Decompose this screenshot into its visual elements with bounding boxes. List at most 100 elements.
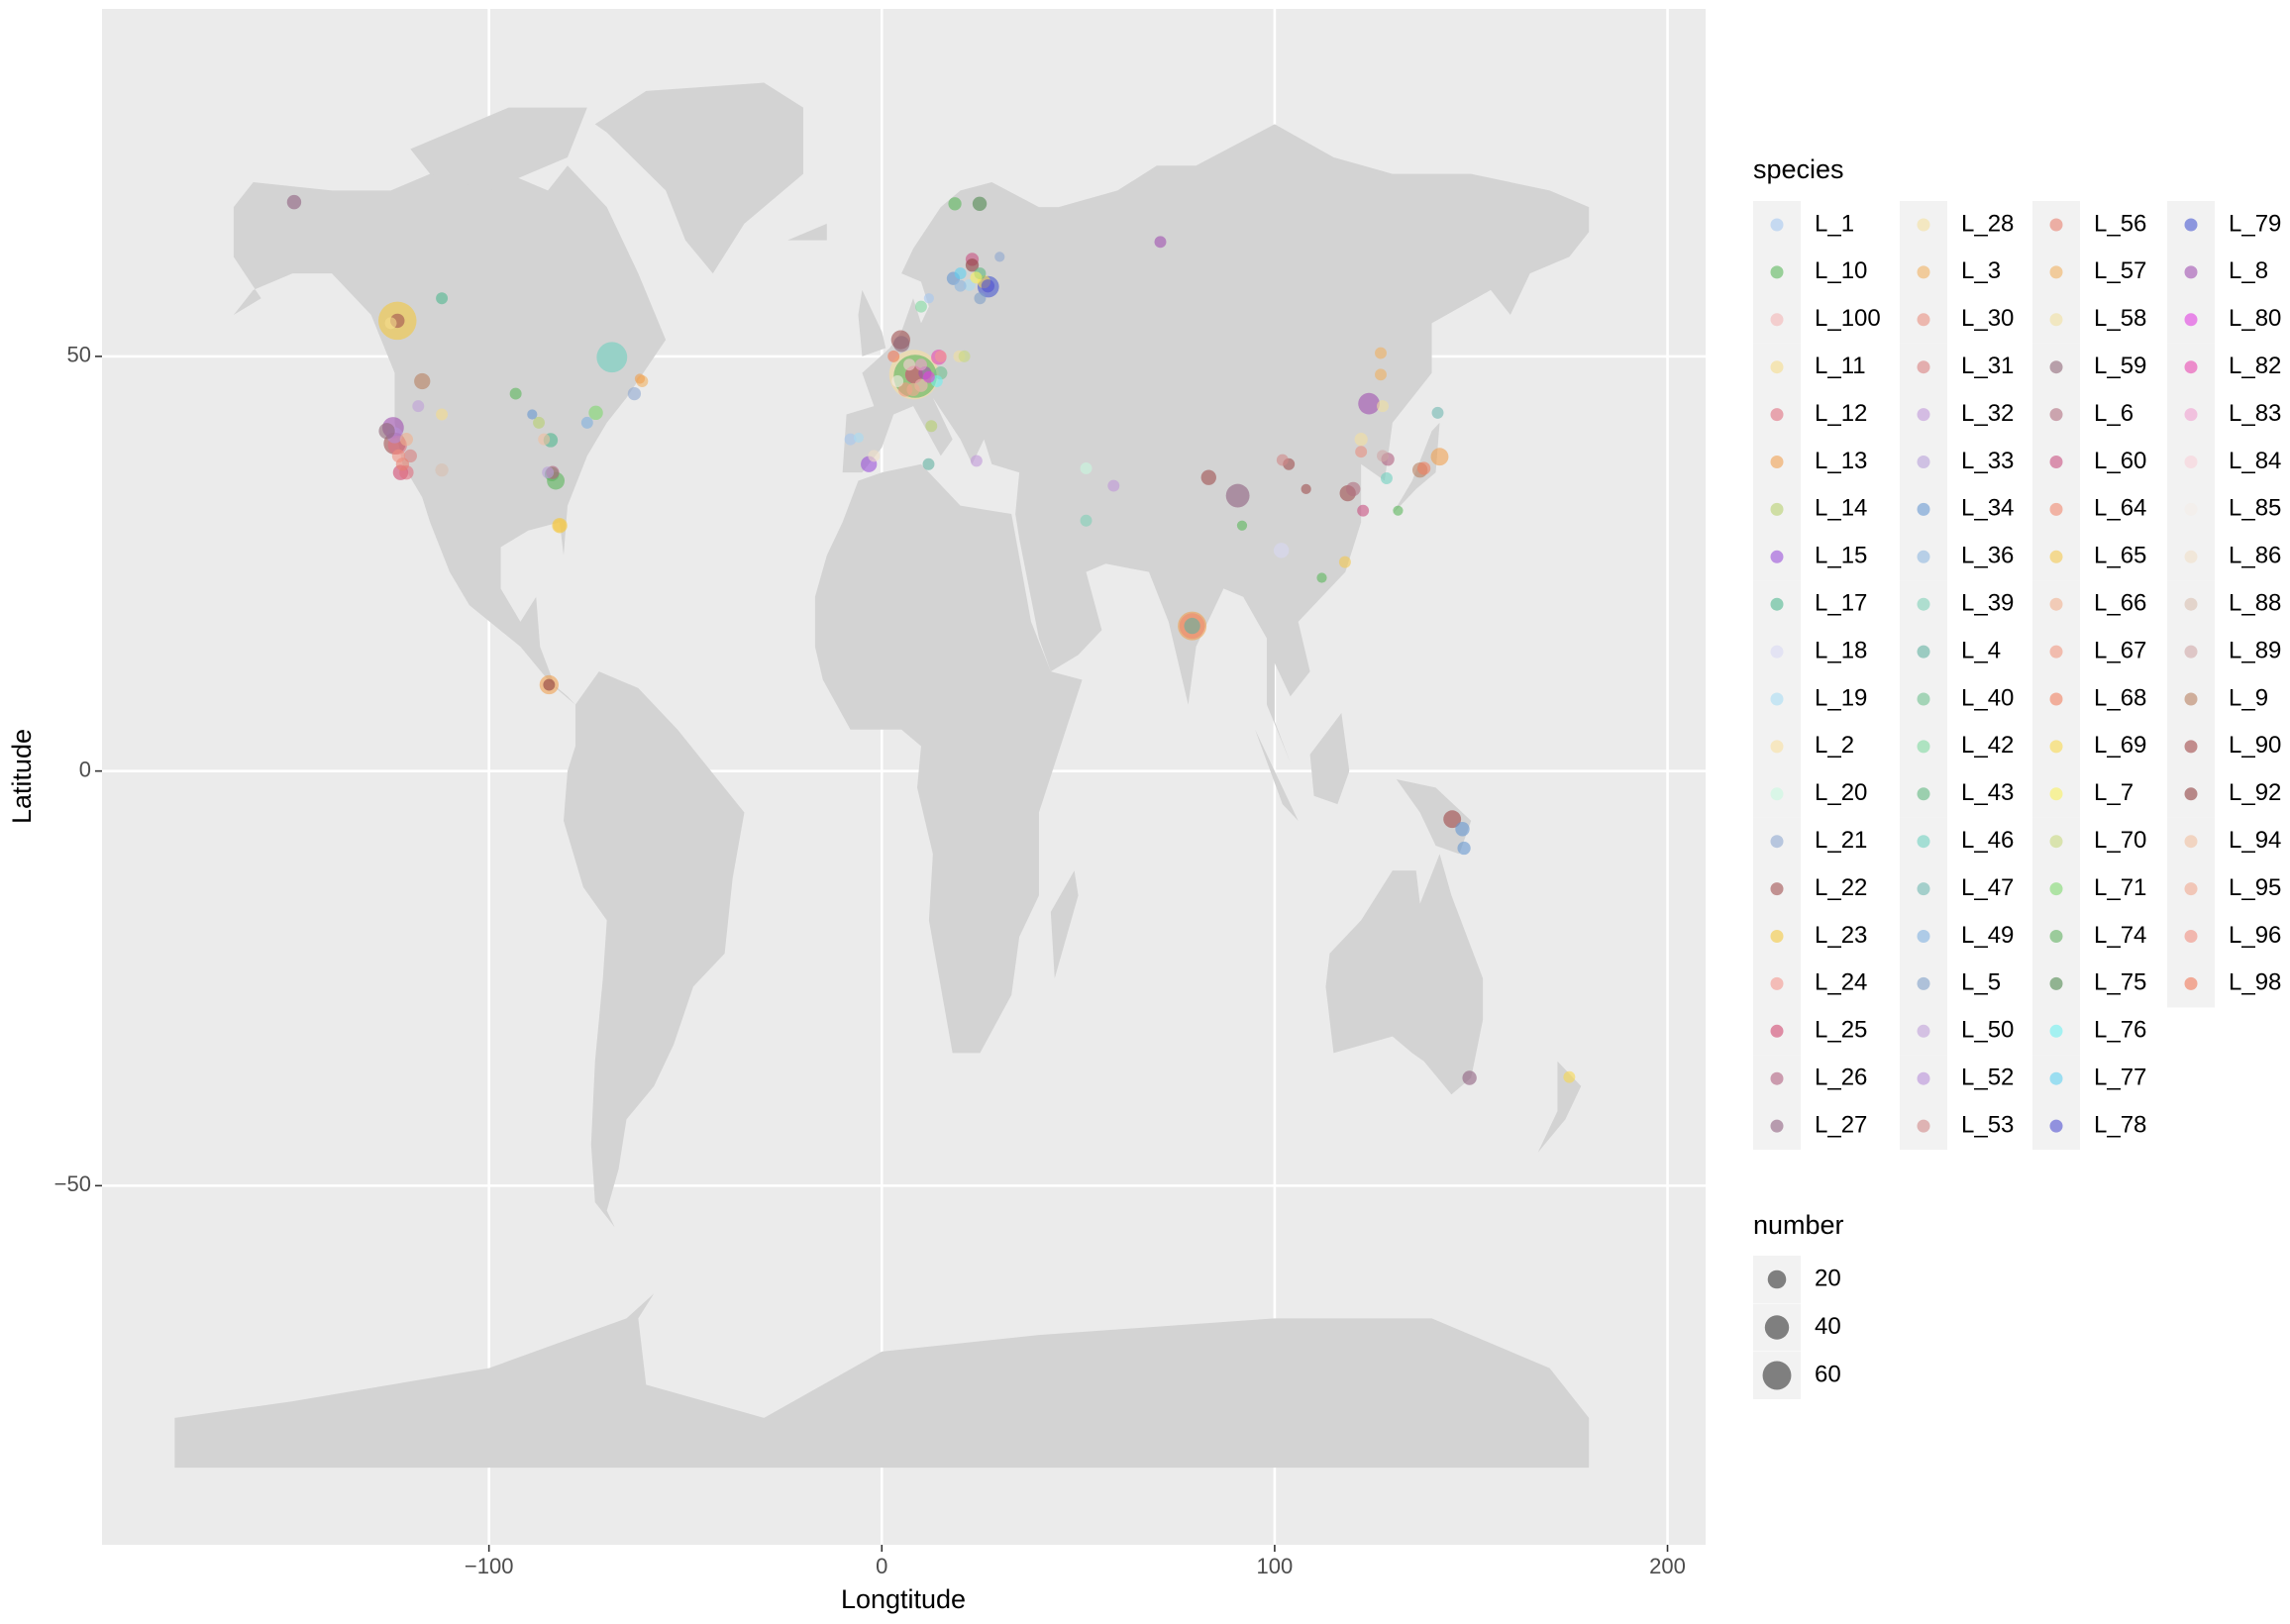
- legend-label: L_67: [2094, 637, 2146, 663]
- point: [1080, 461, 1093, 474]
- legend-key: [2184, 692, 2198, 706]
- legend-label: L_13: [1815, 448, 1867, 474]
- legend-label: L_18: [1815, 637, 1867, 663]
- point: [922, 370, 935, 383]
- legend-label: L_24: [1815, 969, 1867, 996]
- point: [1107, 479, 1120, 492]
- legend-key: [2049, 550, 2063, 563]
- point: [412, 400, 425, 413]
- axes: Longtitude Latitude −100 0 100 200 −50 0 50: [7, 343, 1686, 1614]
- point: [527, 409, 538, 420]
- legend-label: L_52: [1961, 1065, 2014, 1091]
- point: [923, 293, 934, 304]
- legend-label: L_17: [1815, 590, 1867, 617]
- legend-label: L_19: [1815, 684, 1867, 711]
- legend-key: [1917, 1071, 1930, 1085]
- point: [538, 433, 551, 446]
- legend-label: L_8: [2229, 257, 2268, 284]
- legend-key: [1917, 265, 1930, 279]
- land: [814, 463, 1083, 1054]
- legend-label: L_46: [1961, 827, 2014, 854]
- point: [1380, 472, 1393, 484]
- legend-key: [2049, 645, 2063, 659]
- legend-label: L_10: [1815, 257, 1867, 284]
- legend-key: [1917, 1119, 1930, 1133]
- legend-label: L_53: [1961, 1111, 2014, 1138]
- legend-key: [2049, 360, 2063, 374]
- legend-label: L_76: [2094, 1017, 2146, 1044]
- size-legend-label: 20: [1815, 1265, 1841, 1291]
- point: [1457, 841, 1471, 856]
- legend-key: [1770, 360, 1784, 374]
- legend-key: [1770, 1024, 1784, 1038]
- legend-label: L_12: [1815, 400, 1867, 427]
- point: [981, 279, 995, 293]
- legend-label: L_32: [1961, 400, 2014, 427]
- legend-key: [2049, 313, 2063, 327]
- legend-label: L_22: [1815, 874, 1867, 901]
- legend-label: L_85: [2229, 495, 2281, 522]
- land: [842, 124, 1590, 763]
- legend-label: L_66: [2094, 590, 2146, 617]
- legend-key: [2184, 740, 2198, 754]
- legend-label: L_75: [2094, 969, 2146, 996]
- legend-key: [1917, 550, 1930, 563]
- legend-label: L_49: [1961, 922, 2014, 949]
- legend-label: L_78: [2094, 1111, 2146, 1138]
- point: [925, 420, 938, 433]
- y-tick-label: −50: [54, 1171, 91, 1196]
- point: [1080, 514, 1093, 527]
- legend-label: L_40: [1961, 684, 2014, 711]
- x-tick-label: 200: [1649, 1554, 1686, 1578]
- point: [1431, 406, 1444, 419]
- legend-key: [1770, 597, 1784, 611]
- point: [1225, 483, 1250, 508]
- legend-key: [1917, 882, 1930, 896]
- legend-label: L_14: [1815, 495, 1867, 522]
- point: [965, 258, 980, 272]
- point: [1443, 810, 1462, 829]
- point: [286, 194, 302, 210]
- legend-key: [1770, 1071, 1784, 1085]
- legend-key: [2184, 835, 2198, 849]
- legend-key: [1770, 218, 1784, 232]
- legend-key: [2184, 265, 2198, 279]
- legend-label: L_69: [2094, 732, 2146, 759]
- point: [994, 252, 1005, 262]
- legend-key: [2184, 787, 2198, 801]
- legend-label: L_39: [1961, 590, 2014, 617]
- legend-key: [1917, 835, 1930, 849]
- point: [1462, 1070, 1477, 1085]
- point: [1375, 368, 1387, 381]
- legend-key: [1770, 740, 1784, 754]
- y-tick-label: 50: [67, 343, 91, 367]
- legend-label: L_31: [1961, 353, 2014, 379]
- points: [286, 194, 1576, 1085]
- legend-label: L_86: [2229, 543, 2281, 569]
- land: [1255, 422, 1582, 1153]
- point: [1377, 400, 1389, 413]
- x-tick-label: 100: [1257, 1554, 1294, 1578]
- legend-key: [2049, 502, 2063, 516]
- legend-key: [1770, 645, 1784, 659]
- legend-label: L_84: [2229, 448, 2281, 474]
- point: [1316, 572, 1327, 583]
- legend-label: L_88: [2229, 590, 2281, 617]
- point: [533, 416, 546, 429]
- size-legend-label: 60: [1815, 1361, 1841, 1387]
- legend-label: L_100: [1815, 305, 1881, 332]
- world-map: [174, 82, 1590, 1469]
- point: [906, 382, 920, 397]
- point: [922, 457, 935, 470]
- land: [174, 1293, 1590, 1469]
- point: [853, 432, 864, 444]
- land: [564, 671, 745, 1228]
- point: [1184, 617, 1200, 635]
- legend-key: [1770, 502, 1784, 516]
- legend-key: [2184, 882, 2198, 896]
- legend-key: [2049, 1071, 2063, 1085]
- y-axis-title: Latitude: [7, 729, 37, 824]
- legend-key: [1770, 930, 1784, 943]
- legend-label: L_74: [2094, 922, 2146, 949]
